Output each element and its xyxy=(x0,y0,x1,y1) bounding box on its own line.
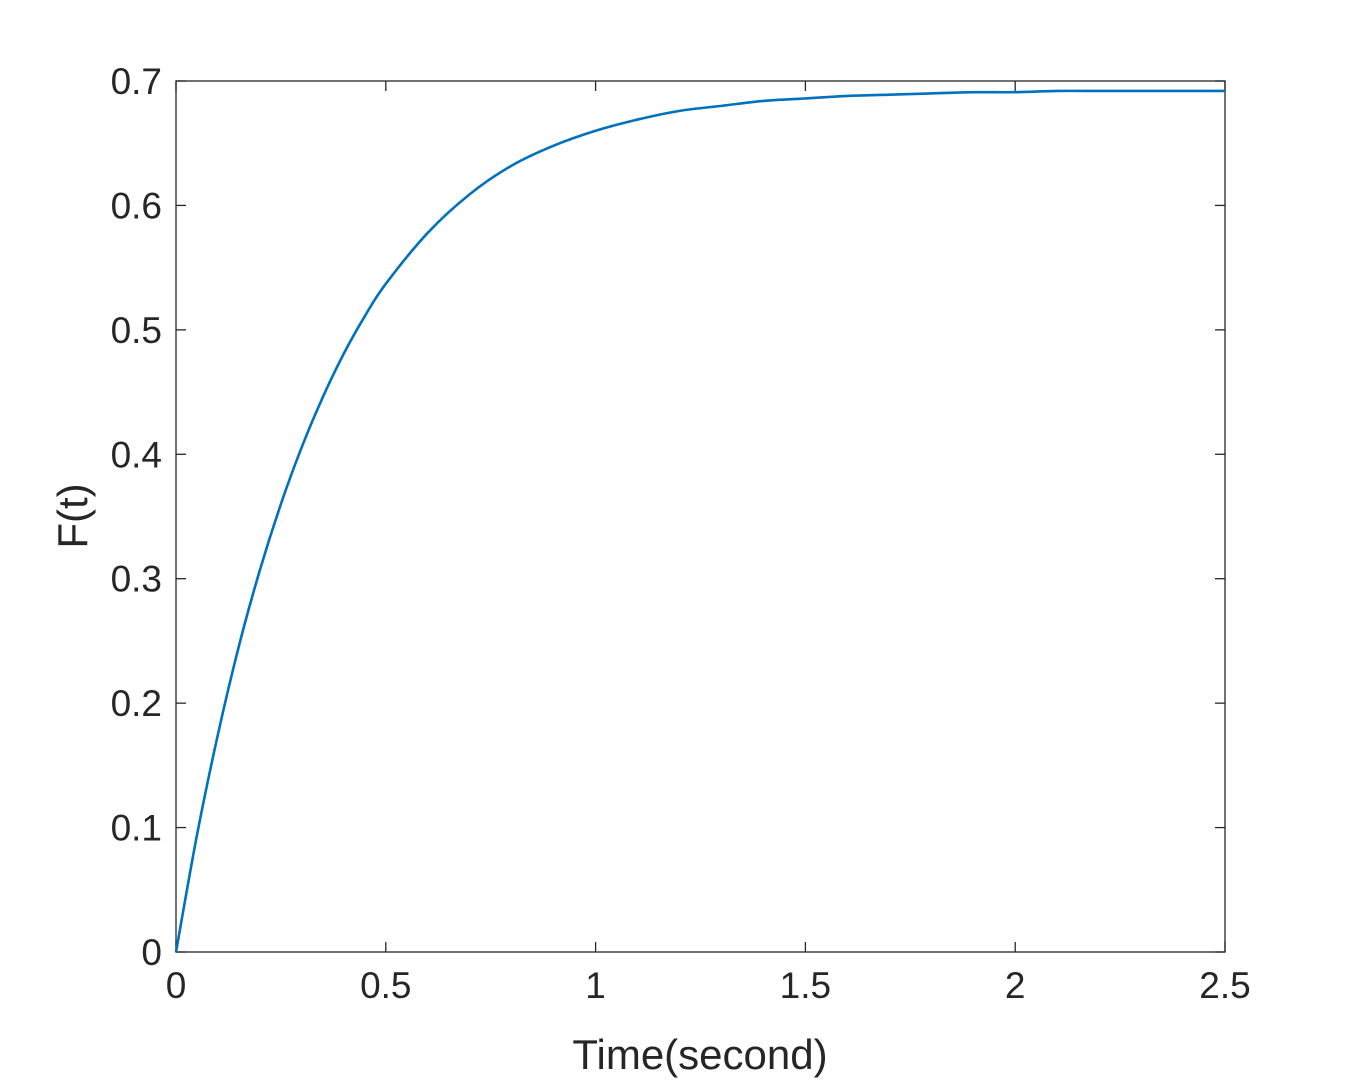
y-tick-label: 0.7 xyxy=(111,61,162,102)
y-tick-label: 0.5 xyxy=(111,310,162,351)
y-axis-label: F(t) xyxy=(49,483,96,548)
x-axis-label: Time(second) xyxy=(572,1031,827,1078)
x-tick-label: 2.5 xyxy=(1199,965,1250,1006)
plot-area xyxy=(175,80,1226,953)
y-tick-labels: 0 0.1 0.2 0.3 0.4 0.5 0.6 0.7 xyxy=(111,61,162,973)
tick-marks xyxy=(175,80,1226,953)
x-tick-labels: 0 0.5 1 1.5 2 2.5 xyxy=(166,965,1251,1006)
x-tick-label: 1.5 xyxy=(780,965,831,1006)
y-tick-label: 0 xyxy=(141,932,162,973)
y-tick-label: 0.2 xyxy=(111,683,162,724)
x-tick-label: 0.5 xyxy=(360,965,411,1006)
y-tick-label: 0.6 xyxy=(111,185,162,226)
y-tick-label: 0.4 xyxy=(111,434,162,475)
x-tick-label: 2 xyxy=(1005,965,1026,1006)
y-tick-label: 0.1 xyxy=(111,808,162,849)
x-tick-label: 1 xyxy=(585,965,606,1006)
y-tick-label: 0.3 xyxy=(111,559,162,600)
series-line xyxy=(174,89,1225,953)
x-tick-label: 0 xyxy=(166,965,187,1006)
